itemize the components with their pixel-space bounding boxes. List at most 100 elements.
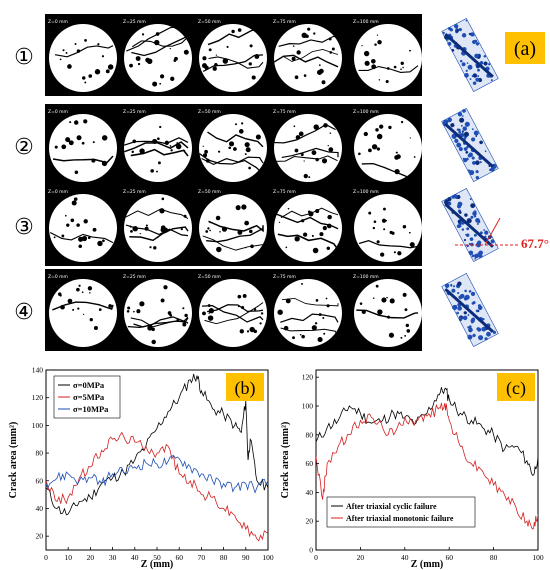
pore (389, 298, 395, 304)
pore (285, 298, 291, 304)
pore (294, 75, 299, 80)
pore (159, 74, 165, 79)
pore (83, 313, 85, 316)
crack (206, 304, 264, 313)
pore (202, 311, 206, 316)
pore (277, 309, 283, 315)
crack (274, 123, 336, 144)
crack (52, 301, 114, 311)
pore (131, 150, 134, 154)
pore (299, 333, 302, 336)
crack (54, 45, 114, 58)
pore (382, 207, 386, 211)
pore (303, 74, 307, 77)
pore (64, 214, 67, 217)
pore (141, 148, 143, 150)
pore (159, 82, 162, 85)
pore (303, 173, 308, 179)
pore (67, 140, 70, 143)
pore (371, 58, 376, 64)
pore (372, 226, 376, 230)
row-label: ② (14, 135, 34, 160)
pore (183, 49, 189, 55)
pore (381, 297, 387, 303)
crack (127, 316, 189, 329)
pore (61, 144, 67, 150)
chart-c-xlabel: Z (mm) (411, 559, 444, 570)
pore (74, 43, 77, 45)
pore (208, 312, 210, 314)
crack (207, 23, 264, 46)
series-line-3 (46, 455, 268, 494)
pore (61, 234, 65, 238)
pore (89, 317, 93, 322)
pore (241, 204, 247, 210)
chart-c-ylabel: Crack area (mm²) (280, 422, 291, 499)
chart-c-legend-box (326, 496, 476, 528)
pore (68, 140, 74, 146)
legend-label: After triaxial cyclic failure (346, 502, 437, 511)
y-tick-label: 20 (306, 517, 314, 526)
pore (169, 313, 173, 317)
pore (228, 141, 235, 147)
pore (67, 64, 72, 69)
y-tick-label: 120 (32, 393, 44, 402)
pore (163, 285, 168, 290)
chart-b-ylabel: Crack area (mm²) (8, 422, 19, 499)
pore (84, 39, 87, 42)
pore (331, 47, 335, 51)
legend-label: After triaxial monotonic failure (346, 514, 454, 523)
pore (400, 120, 404, 124)
ct-slice (49, 114, 117, 182)
pore (237, 294, 242, 299)
pore (157, 137, 160, 141)
pore (175, 143, 182, 150)
chart-b: 0 10 20 30 40 50 60 70 80 90 10020406080100120140 … (8, 366, 274, 570)
crack (131, 29, 189, 57)
pore (315, 299, 319, 302)
pore (87, 236, 91, 240)
pore (364, 60, 370, 66)
pore (66, 223, 70, 227)
ct-slice (124, 279, 192, 347)
pore (107, 70, 110, 73)
y-tick-label: 60 (36, 476, 44, 485)
pore (393, 65, 397, 69)
pore (212, 66, 217, 71)
x-tick-label: 80 (490, 553, 498, 562)
pore (244, 220, 249, 226)
pore (303, 160, 305, 162)
pore (216, 246, 222, 253)
crack (49, 231, 114, 244)
pore (388, 332, 395, 338)
chart-b-xlabel: Z (mm) (141, 559, 174, 570)
pore (409, 137, 411, 139)
pore (170, 76, 175, 81)
series-line-2 (46, 431, 268, 542)
crack (207, 131, 264, 148)
pore (380, 252, 385, 257)
pore (375, 284, 379, 288)
pore (244, 142, 250, 148)
row-label: ① (14, 45, 34, 70)
pore (156, 170, 158, 173)
pore (294, 148, 299, 153)
crack (358, 239, 419, 249)
crack (130, 148, 189, 157)
pore (402, 66, 404, 69)
crack (199, 153, 264, 175)
pore (322, 317, 325, 320)
pore (235, 205, 241, 211)
pore (400, 336, 403, 339)
pore (180, 227, 183, 231)
pore (293, 125, 296, 128)
pore (88, 74, 93, 78)
pore (406, 329, 411, 333)
pore (239, 329, 244, 334)
pore (184, 313, 188, 318)
pore (81, 291, 84, 294)
pore (285, 246, 288, 249)
pore (182, 307, 185, 310)
pore (231, 29, 235, 34)
pore (292, 336, 295, 340)
